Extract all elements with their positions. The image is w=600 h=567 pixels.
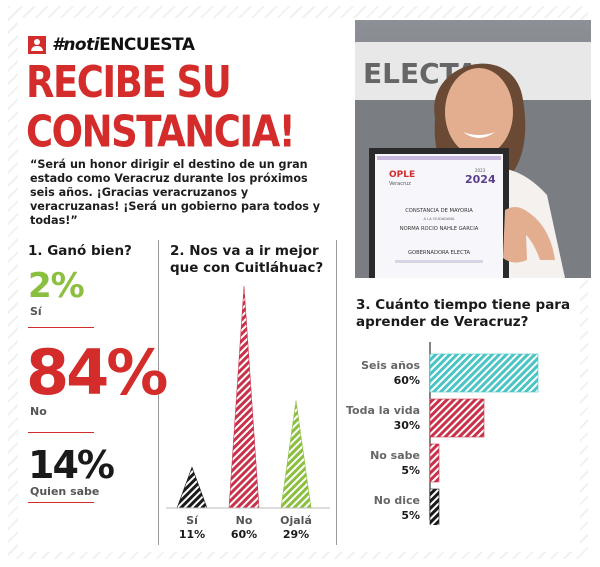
hand [503,207,527,263]
q2-category-label-1: No [236,514,253,527]
q1-value-2: 14% [28,443,115,487]
certificate-logo: OPLE [389,170,415,180]
q1-label-0: Sí [30,305,42,318]
q3-value-label-1: 30% [394,419,420,432]
q2-value-label-2: 29% [283,528,309,541]
q3-bar-3 [429,488,440,525]
hashtag-suffix: ENCUESTA [99,35,195,55]
quote-text: “Será un honor dirigir el destino de un … [30,158,321,227]
hashtag-prefix: #noti [52,35,100,55]
q1-value-0: 2% [28,266,85,306]
photo-illustration: ELECTA OPLE Veracruz 2023 2024 CONSTANCI… [355,20,591,278]
q3-category-label-0: Seis años [361,359,420,372]
q2-bar-1 [228,285,260,509]
q3-bar-2 [429,443,440,483]
q2-value-label-0: 11% [179,528,205,541]
q3-value-label-3: 5% [401,509,420,522]
certificate-name: NORMA ROCIO NAHLE GARCIA [400,226,479,232]
hashtag-text: #notiENCUESTA [52,35,195,55]
certificate: OPLE Veracruz 2023 2024 CONSTANCIA DE MA… [369,148,509,278]
certificate-year-top: 2023 [475,168,486,173]
certificate-year-main: 2024 [465,173,496,186]
q3-category-label-1: Toda la vida [346,404,420,417]
q3-bar-0 [429,353,539,393]
divider-2 [336,240,337,545]
q2-bar-2 [280,400,312,509]
q2-value-label-1: 60% [231,528,257,541]
q3-category-label-3: No dice [374,494,420,507]
headline-line2: CONSTANCIA! [26,106,296,158]
q3-category-label-2: No sabe [370,449,420,462]
certificate-title: CONSTANCIA DE MAYORIA [405,208,473,214]
q2-bar-0 [176,466,208,509]
q1-label-2: Quien sabe [30,485,100,498]
headline-line1: RECIBE SU [26,56,232,108]
q1-label-1: No [30,405,47,418]
person-icon [28,36,46,54]
certificate-role: GOBERNADORA ELECTA [408,250,470,256]
divider-1 [158,240,159,545]
q1-rule-0 [28,327,94,328]
hashtag-header: #notiENCUESTA [28,34,195,56]
q3-bar-1 [429,398,485,438]
q3-chart: Seis años 60% Toda la vida 30% No sabe 5% No d… [346,342,539,525]
q2-category-label-0: Sí [186,514,199,527]
q2-category-label-2: Ojalá [280,514,312,527]
q3-value-label-2: 5% [401,464,420,477]
headline: RECIBE SU CONSTANCIA! [26,56,356,158]
q2-title: 2. Nos va a ir mejor que con Cuitláhuac? [170,243,324,276]
q1-title: 1. Ganó bien? [28,243,132,259]
q1-value-1: 84% [26,336,168,409]
certificate-logo-sub: Veracruz [389,181,411,187]
q1-rule-2 [28,502,94,503]
q3-value-label-0: 60% [394,374,420,387]
q1-rule-1 [28,432,94,433]
q3-title: 3. Cuánto tiempo tiene para aprender de … [356,297,571,330]
photo: ELECTA OPLE Veracruz 2023 2024 CONSTANCI… [355,20,591,278]
certificate-sub: A LA CIUDADANA [424,217,455,221]
